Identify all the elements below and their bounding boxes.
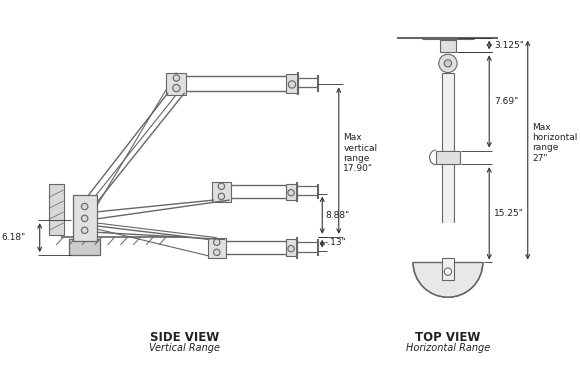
Circle shape	[288, 190, 294, 196]
Circle shape	[438, 54, 457, 72]
Bar	[69, 240, 100, 255]
Bar	[442, 72, 454, 261]
Bar	[285, 183, 298, 200]
Circle shape	[213, 249, 220, 255]
Text: 6.18": 6.18"	[2, 233, 26, 242]
Bar	[166, 72, 187, 94]
Circle shape	[413, 227, 483, 297]
Circle shape	[218, 183, 224, 190]
Circle shape	[288, 246, 294, 252]
Circle shape	[81, 215, 88, 222]
Circle shape	[218, 193, 224, 200]
Text: Horizontal Range: Horizontal Range	[406, 343, 490, 353]
Circle shape	[81, 203, 88, 210]
Bar	[440, 39, 456, 52]
Bar	[442, 258, 454, 280]
Text: Max
horizontal
range
27": Max horizontal range 27"	[532, 123, 578, 163]
Text: SIDE VIEW: SIDE VIEW	[150, 331, 219, 344]
Text: Max
vertical
range
17.90": Max vertical range 17.90"	[343, 133, 378, 173]
Text: Vertical Range: Vertical Range	[149, 343, 220, 353]
Text: TOP VIEW: TOP VIEW	[415, 331, 481, 344]
Circle shape	[444, 60, 452, 67]
Bar	[212, 182, 230, 202]
Bar	[436, 150, 460, 164]
Bar	[411, 223, 485, 262]
Circle shape	[444, 268, 452, 275]
Text: -.13": -.13"	[325, 238, 347, 247]
Bar	[285, 240, 298, 256]
Bar	[72, 196, 97, 241]
Circle shape	[81, 227, 88, 233]
Circle shape	[173, 75, 180, 81]
Text: 8.88": 8.88"	[325, 211, 349, 220]
Bar	[285, 74, 298, 93]
Text: 3.125": 3.125"	[494, 41, 524, 50]
Circle shape	[213, 239, 220, 246]
Circle shape	[288, 81, 296, 88]
Circle shape	[173, 85, 180, 92]
Text: 7.69": 7.69"	[494, 97, 518, 106]
Bar	[49, 185, 64, 235]
Text: 15.25": 15.25"	[494, 209, 524, 218]
Bar	[208, 238, 226, 258]
